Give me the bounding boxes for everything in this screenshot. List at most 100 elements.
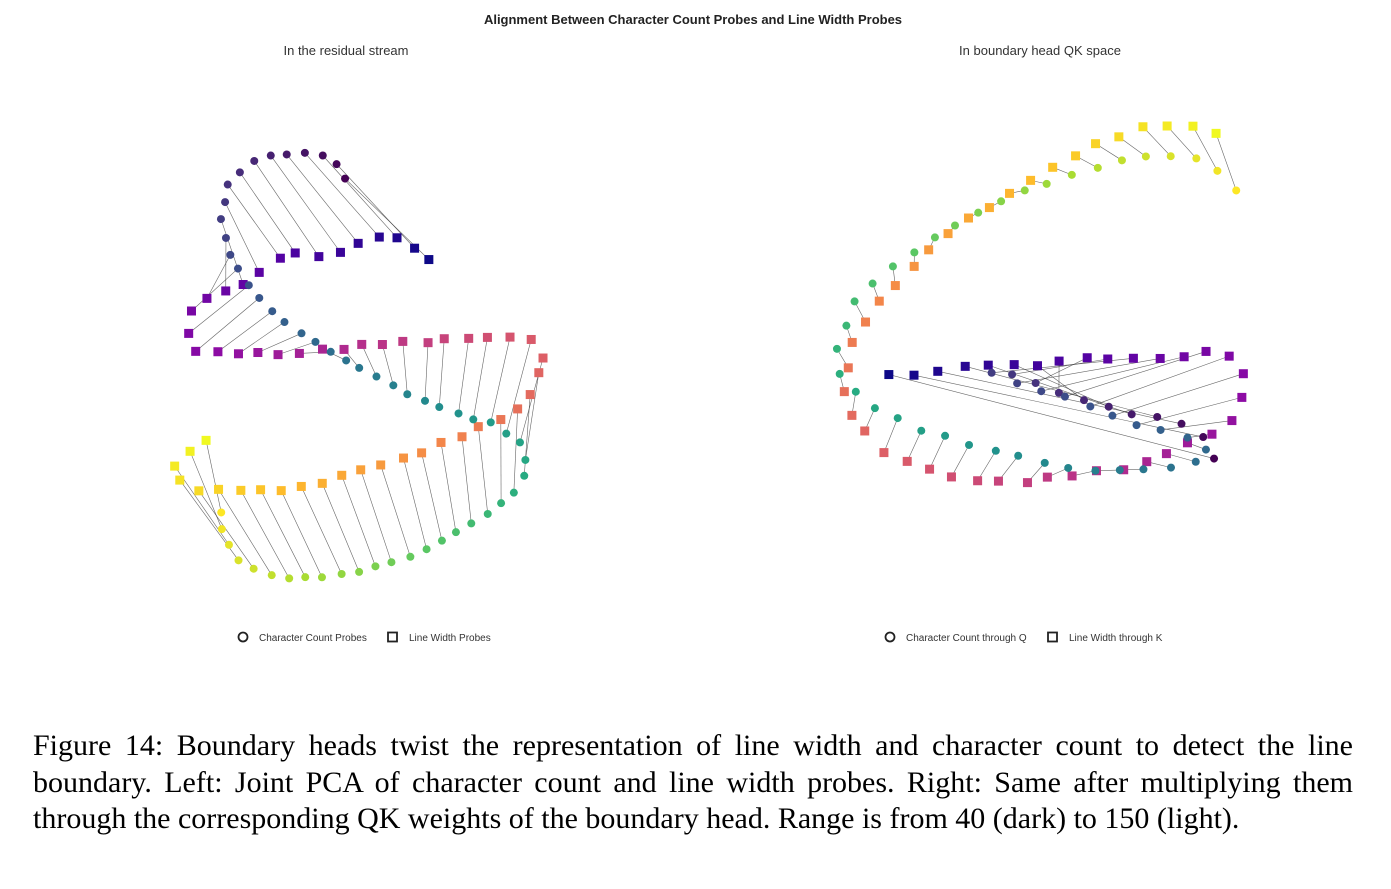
line-width-square-138 bbox=[1071, 151, 1081, 161]
line-width-square-44 bbox=[933, 366, 943, 376]
line-width-square-96 bbox=[464, 333, 474, 343]
char-count-circle-108 bbox=[520, 471, 529, 480]
line-width-square-140 bbox=[1091, 139, 1101, 149]
char-count-circle-122 bbox=[910, 248, 919, 257]
line-width-square-102 bbox=[526, 334, 536, 344]
line-width-square-146 bbox=[1162, 121, 1172, 131]
char-count-circle-68 bbox=[244, 281, 253, 290]
line-width-square-92 bbox=[1022, 478, 1032, 488]
left-legend-circle-label: Character Count Probes bbox=[259, 633, 367, 644]
probe-link-76 bbox=[257, 333, 302, 353]
line-width-square-76 bbox=[253, 348, 263, 358]
char-count-circle-106 bbox=[521, 455, 530, 464]
line-width-square-150 bbox=[201, 435, 211, 445]
char-count-circle-98 bbox=[469, 415, 478, 424]
line-width-square-110 bbox=[513, 404, 523, 414]
probe-link-70 bbox=[1112, 373, 1244, 416]
char-count-circle-98 bbox=[965, 440, 974, 449]
char-count-circle-142 bbox=[249, 564, 258, 573]
probe-link-68 bbox=[188, 284, 250, 334]
line-width-square-54 bbox=[290, 248, 300, 258]
probe-link-78 bbox=[277, 341, 316, 355]
probe-link-96 bbox=[458, 338, 469, 414]
line-width-square-128 bbox=[337, 470, 347, 480]
char-count-circle-86 bbox=[372, 372, 381, 381]
line-width-square-88 bbox=[377, 340, 387, 350]
line-width-square-42 bbox=[410, 243, 420, 253]
char-count-circle-124 bbox=[406, 552, 415, 561]
left-circle-markers bbox=[216, 148, 530, 583]
line-width-square-122 bbox=[398, 453, 408, 463]
probe-link-132 bbox=[301, 486, 342, 575]
char-count-circle-116 bbox=[850, 297, 859, 306]
line-width-square-66 bbox=[1201, 346, 1211, 356]
line-width-square-48 bbox=[353, 238, 363, 248]
char-count-circle-80 bbox=[326, 347, 335, 356]
char-count-circle-82 bbox=[1166, 463, 1175, 472]
char-count-circle-58 bbox=[221, 198, 230, 207]
char-count-circle-72 bbox=[1132, 421, 1141, 430]
char-count-circle-112 bbox=[497, 499, 506, 508]
char-count-circle-46 bbox=[1153, 412, 1162, 421]
line-width-square-64 bbox=[1179, 352, 1189, 362]
char-count-circle-138 bbox=[1093, 163, 1102, 172]
right-circle-markers bbox=[832, 152, 1241, 475]
line-width-square-90 bbox=[398, 336, 408, 346]
probe-link-80 bbox=[1166, 453, 1196, 463]
line-width-square-150 bbox=[1211, 128, 1221, 138]
figure-title: Alignment Between Character Count Probes… bbox=[484, 12, 902, 27]
probe-link-146 bbox=[1166, 125, 1197, 159]
square-legend-icon bbox=[1047, 631, 1058, 643]
probe-link-144 bbox=[1142, 126, 1171, 157]
char-count-circle-100 bbox=[941, 431, 950, 440]
char-count-circle-142 bbox=[1141, 152, 1150, 161]
right-legend: Character Count through Q Line Width thr… bbox=[884, 631, 1163, 644]
char-count-circle-44 bbox=[1177, 419, 1186, 428]
char-count-circle-96 bbox=[454, 409, 463, 418]
probe-link-48 bbox=[286, 154, 359, 244]
char-count-circle-136 bbox=[1067, 170, 1076, 179]
line-width-square-78 bbox=[273, 350, 283, 360]
probe-link-148 bbox=[189, 451, 223, 530]
char-count-circle-140 bbox=[1117, 156, 1126, 165]
char-count-circle-92 bbox=[421, 396, 430, 405]
line-width-square-122 bbox=[909, 261, 919, 271]
char-count-circle-78 bbox=[311, 337, 320, 346]
probe-link-42 bbox=[913, 374, 1204, 438]
probe-link-136 bbox=[260, 489, 306, 578]
line-width-square-98 bbox=[482, 332, 492, 342]
probe-link-70 bbox=[195, 297, 260, 352]
probe-link-126 bbox=[360, 469, 392, 563]
line-width-square-62 bbox=[1155, 353, 1165, 363]
line-width-square-100 bbox=[925, 464, 935, 474]
char-count-circle-144 bbox=[234, 556, 243, 565]
probe-link-88 bbox=[382, 344, 394, 386]
char-count-circle-96 bbox=[991, 446, 1000, 455]
char-count-circle-80 bbox=[1191, 457, 1200, 466]
char-count-circle-40 bbox=[1210, 454, 1219, 463]
line-width-square-42 bbox=[909, 370, 919, 380]
probe-link-68 bbox=[1090, 355, 1230, 407]
line-width-square-108 bbox=[847, 410, 857, 420]
line-width-square-68 bbox=[1224, 351, 1234, 361]
char-count-circle-66 bbox=[1060, 392, 1069, 401]
char-count-circle-146 bbox=[1192, 154, 1201, 163]
probe-link-40 bbox=[888, 374, 1215, 459]
left-legend-square-label: Line Width Probes bbox=[409, 633, 491, 644]
line-width-square-124 bbox=[924, 245, 934, 255]
char-count-circle-64 bbox=[1037, 387, 1046, 396]
probe-link-98 bbox=[472, 337, 488, 420]
probe-link-44 bbox=[937, 371, 1182, 425]
line-width-square-72 bbox=[1237, 392, 1247, 402]
char-count-circle-132 bbox=[337, 569, 346, 578]
char-count-circle-42 bbox=[1199, 433, 1208, 442]
line-width-square-78 bbox=[1182, 438, 1192, 448]
probe-link-120 bbox=[421, 452, 443, 541]
char-count-circle-104 bbox=[515, 438, 524, 447]
line-width-square-68 bbox=[184, 328, 194, 338]
line-width-square-100 bbox=[505, 332, 515, 342]
char-count-circle-116 bbox=[467, 519, 476, 528]
line-width-square-86 bbox=[357, 339, 367, 349]
char-count-circle-148 bbox=[217, 525, 226, 534]
char-count-circle-128 bbox=[371, 562, 380, 571]
